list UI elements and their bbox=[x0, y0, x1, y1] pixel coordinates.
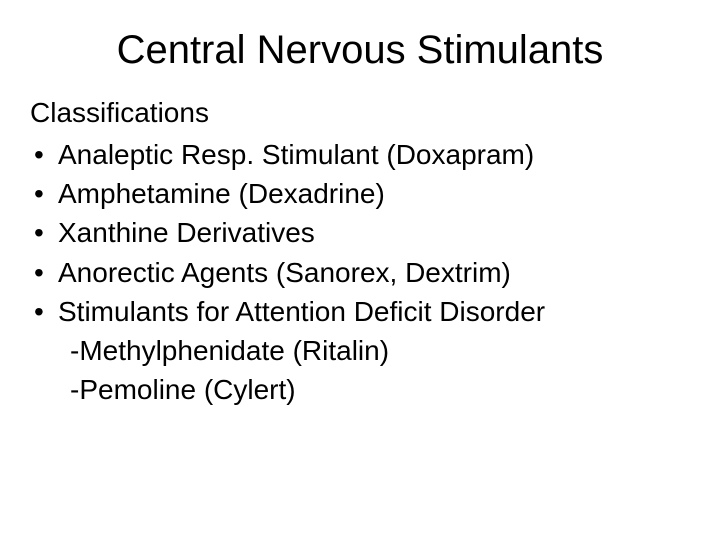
list-item: Stimulants for Attention Deficit Disorde… bbox=[30, 292, 690, 331]
sub-item: -Pemoline (Cylert) bbox=[30, 370, 690, 409]
bullet-list: Analeptic Resp. Stimulant (Doxapram) Amp… bbox=[30, 135, 690, 331]
list-item: Anorectic Agents (Sanorex, Dextrim) bbox=[30, 253, 690, 292]
list-item: Xanthine Derivatives bbox=[30, 213, 690, 252]
sub-item: -Methylphenidate (Ritalin) bbox=[30, 331, 690, 370]
list-item: Amphetamine (Dexadrine) bbox=[30, 174, 690, 213]
slide-title: Central Nervous Stimulants bbox=[30, 28, 690, 73]
list-item: Analeptic Resp. Stimulant (Doxapram) bbox=[30, 135, 690, 174]
classifications-heading: Classifications bbox=[30, 97, 690, 129]
